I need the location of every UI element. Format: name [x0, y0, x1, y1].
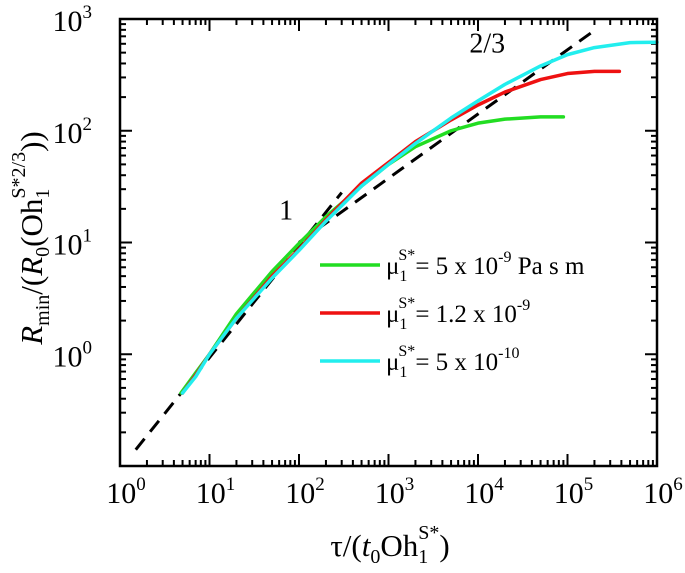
x-tick-label: 103 [375, 474, 415, 510]
y-tick-label: 100 [53, 337, 93, 373]
y-tick-label: 103 [53, 2, 93, 38]
y-axis-label: Rmin/(R0(Oh1S*2/3)) [8, 131, 54, 346]
slope-line-0 [134, 191, 343, 451]
tick-labels: 100 101 102 103 104 105 106 100 101 102 103 [53, 2, 683, 510]
x-tick-label: 106 [643, 474, 683, 510]
y-tick-label: 101 [53, 226, 93, 262]
reference-lines [134, 29, 596, 451]
legend-label-1: μ1S*= 1.2 x 10-9 [386, 295, 530, 333]
axis-ticks [119, 19, 657, 467]
x-tick-label: 104 [464, 474, 504, 510]
x-tick-label: 102 [285, 474, 325, 510]
x-axis-label: τ/(t0Oh1S*) [330, 522, 449, 568]
slope-label-2-3: 2/3 [469, 29, 505, 60]
slope-label-1: 1 [279, 196, 293, 227]
legend-label-0: μ1S*= 5 x 10-9 Pa s m [386, 247, 585, 285]
x-tick-label: 100 [106, 474, 146, 510]
legend: μ1S*= 5 x 10-9 Pa s m μ1S*= 1.2 x 10-9 μ1S… [320, 247, 585, 381]
slope-labels: 1 2/3 [279, 29, 505, 227]
legend-label-2: μ1S*= 5 x 10-10 [386, 343, 520, 381]
series-line-2 [180, 40, 659, 395]
data-series [179, 40, 659, 395]
x-tick-label: 101 [196, 474, 236, 510]
x-tick-label: 105 [554, 474, 594, 510]
y-tick-label: 102 [53, 114, 93, 150]
plot-frame [118, 17, 659, 468]
